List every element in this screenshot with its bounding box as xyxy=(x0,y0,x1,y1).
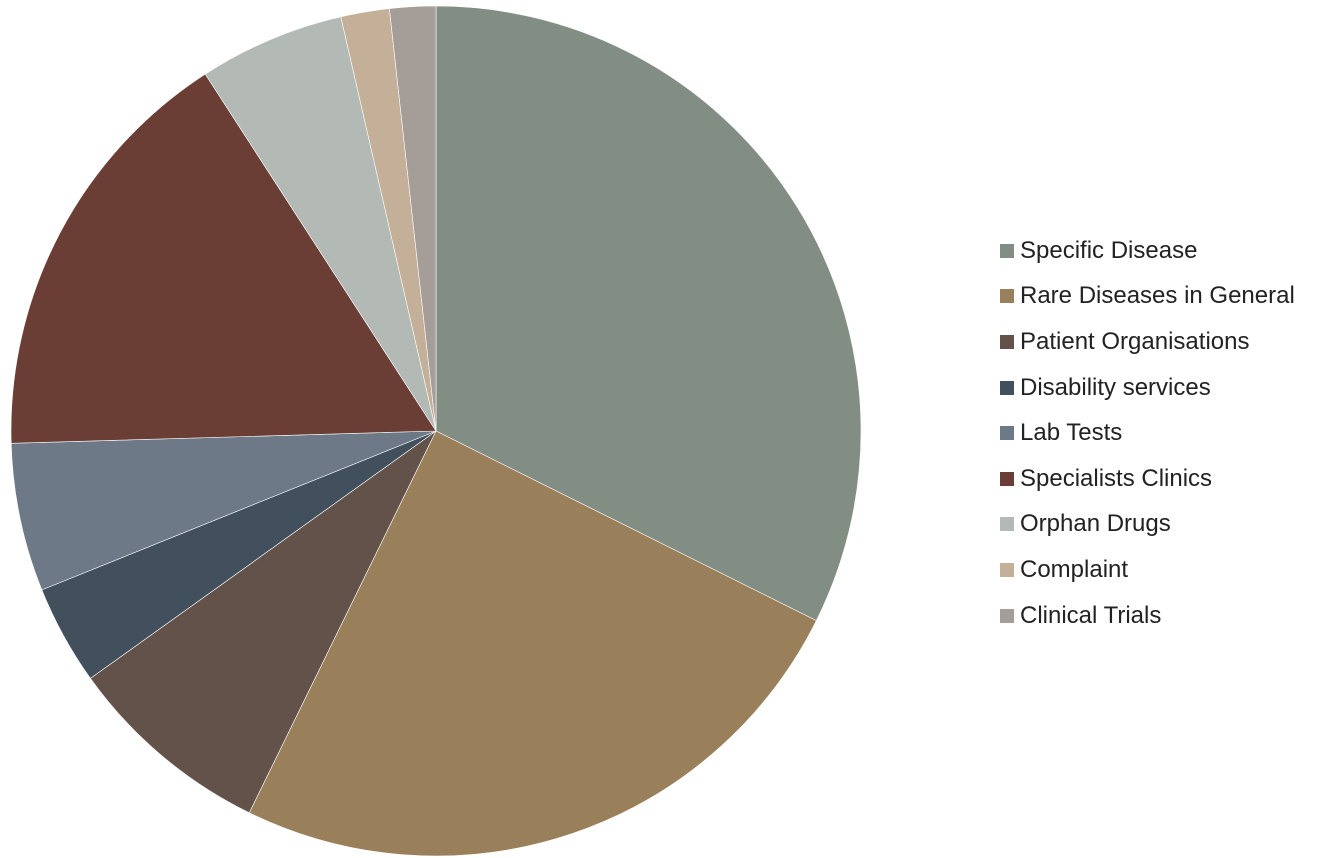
legend-swatch xyxy=(1000,426,1014,441)
legend-label: Clinical Trials xyxy=(1020,601,1162,629)
pie-slice-specialists-clinics xyxy=(10,73,437,444)
legend-swatch xyxy=(1000,380,1014,395)
legend-item-orphan-drugs: Orphan Drugs xyxy=(1000,502,1336,548)
pie-chart-svg xyxy=(10,5,862,857)
legend-swatch xyxy=(1000,334,1014,349)
legend-item-clinical-trials: Clinical Trials xyxy=(1000,593,1336,639)
chart-legend: Specific Disease Rare Diseases in General… xyxy=(1000,228,1336,638)
legend-label: Specific Disease xyxy=(1020,236,1198,264)
pie-slice-rare-diseases-in-general xyxy=(248,430,817,857)
legend-swatch xyxy=(1000,608,1014,623)
legend-item-specialists-clinics: Specialists Clinics xyxy=(1000,456,1336,502)
legend-label: Complaint xyxy=(1020,555,1129,583)
legend-label: Lab Tests xyxy=(1020,419,1123,447)
pie-slice-specific-disease xyxy=(435,5,862,622)
legend-label: Rare Diseases in General xyxy=(1020,282,1295,310)
legend-label: Orphan Drugs xyxy=(1020,510,1171,538)
legend-item-disability-services: Disability services xyxy=(1000,365,1336,411)
legend-item-complaint: Complaint xyxy=(1000,547,1336,593)
pie-slice-orphan-drugs xyxy=(204,16,437,432)
legend-label: Patient Organisations xyxy=(1020,327,1250,355)
pie-slice-clinical-trials xyxy=(389,5,437,432)
legend-swatch xyxy=(1000,243,1014,258)
legend-swatch xyxy=(1000,471,1014,486)
legend-swatch xyxy=(1000,562,1014,577)
legend-item-rare-diseases-in-general: Rare Diseases in General xyxy=(1000,274,1336,320)
pie-slice-lab-tests xyxy=(10,430,437,591)
legend-label: Disability services xyxy=(1020,373,1211,401)
legend-label: Specialists Clinics xyxy=(1020,464,1213,492)
pie-chart xyxy=(10,5,862,857)
pie-slice-patient-organisations xyxy=(90,430,437,814)
legend-swatch xyxy=(1000,517,1014,532)
legend-swatch xyxy=(1000,289,1014,304)
legend-item-specific-disease: Specific Disease xyxy=(1000,228,1336,274)
legend-item-patient-organisations: Patient Organisations xyxy=(1000,319,1336,365)
legend-item-lab-tests: Lab Tests xyxy=(1000,410,1336,456)
